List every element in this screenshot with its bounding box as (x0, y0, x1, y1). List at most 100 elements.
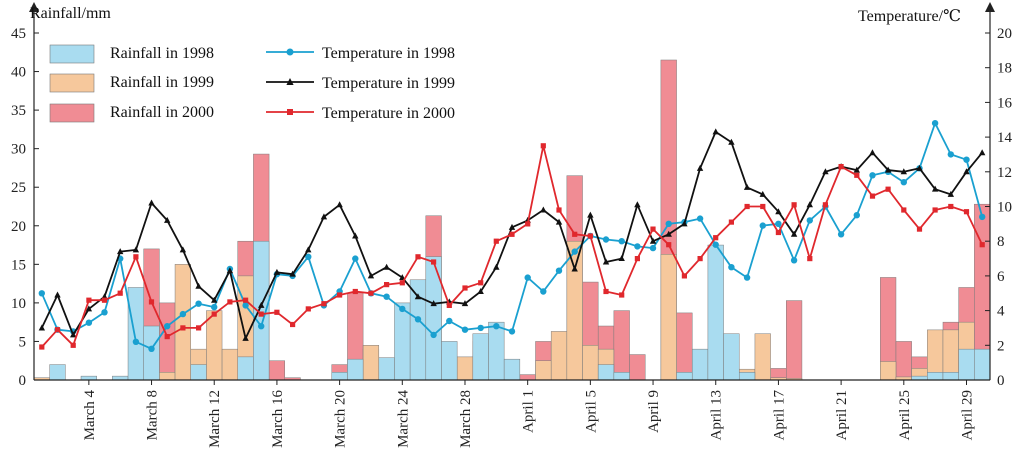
bar-rain-1998-day-20 (331, 372, 348, 381)
bar-rain-1999-day-33 (535, 360, 552, 381)
point-temp-2000-day-36 (587, 233, 593, 239)
left-tick-label-30: 30 (11, 142, 26, 158)
bar-rain-1998-day-8 (143, 325, 160, 381)
point-temp-1998-day-48 (775, 220, 782, 227)
point-temp-2000-day-40 (650, 226, 656, 232)
legend-label-rainfall-2000: Rainfall in 2000 (110, 104, 214, 121)
left-tick-label-45: 45 (11, 26, 26, 42)
point-temp-1999-day-33 (540, 206, 547, 213)
point-temp-2000-day-13 (227, 299, 233, 305)
bar-rain-1999-day-41 (660, 254, 677, 381)
bar-rain-1998-day-14 (237, 356, 254, 381)
legend-label-temperature-1998: Temperature in 1998 (322, 45, 455, 62)
bar-rain-1998-day-44 (707, 244, 724, 381)
legend-label-rainfall-1999: Rainfall in 1999 (110, 74, 214, 91)
x-tick-label-april-13: April 13 (709, 390, 725, 440)
point-temp-2000-day-1 (39, 344, 45, 350)
bar-rain-2000-day-56 (895, 341, 912, 381)
point-temp-1998-day-52 (837, 231, 845, 238)
x-tick-label-march-24: March 24 (395, 390, 411, 448)
point-temp-1998-day-30 (493, 323, 500, 330)
left-tick-label-40: 40 (11, 65, 26, 81)
point-temp-1999-day-20 (336, 201, 343, 208)
point-temp-1998-day-24 (399, 305, 406, 313)
bar-rain-1998-day-45 (723, 333, 740, 381)
bar-rain-1998-day-60 (958, 348, 975, 381)
point-temp-2000-day-34 (556, 207, 562, 213)
point-temp-1999-day-16 (273, 268, 281, 275)
temperature-lines-group (38, 120, 986, 352)
bar-rain-1998-day-61 (974, 348, 991, 381)
point-temp-2000-day-56 (901, 207, 907, 213)
legend-marker-temp-2000 (287, 109, 293, 115)
bar-rain-1998-day-29 (472, 333, 489, 381)
legend-swatch-rain-2000 (49, 103, 95, 123)
x-tick-label-march-8: March 8 (145, 390, 161, 440)
point-temp-1998-day-14 (242, 302, 249, 309)
point-temp-1999-day-1 (38, 324, 46, 331)
bar-rain-1999-day-36 (582, 345, 599, 381)
point-temp-1999-day-53 (853, 166, 860, 173)
legend: Rainfall in 1998 Rainfall in 1999 Rainfa… (49, 44, 455, 123)
left-axis-arrow (29, 2, 39, 12)
point-temp-2000-day-44 (713, 235, 719, 241)
point-temp-1998-day-18 (305, 253, 312, 260)
x-tick-label-april-21: April 21 (834, 390, 850, 440)
bar-rain-1999-day-28 (456, 356, 474, 381)
x-tick-label-april-1: April 1 (521, 390, 537, 433)
point-temp-2000-day-27 (446, 302, 452, 308)
x-tick-label-april-9: April 9 (646, 390, 662, 433)
point-temp-1999-day-12 (211, 296, 218, 303)
left-axis-title: Rainfall/mm (30, 5, 111, 22)
point-temp-1998-day-5 (101, 309, 108, 316)
left-tick-label-15: 15 (11, 257, 26, 273)
point-temp-1998-day-39 (634, 243, 641, 250)
right-tick-label-20: 20 (997, 26, 1012, 42)
point-temp-1999-day-30 (493, 263, 500, 270)
point-temp-1999-day-50 (806, 201, 813, 208)
point-temp-1998-day-1 (38, 290, 45, 297)
point-temp-1998-day-10 (179, 310, 187, 318)
point-temp-2000-day-18 (305, 306, 311, 312)
point-temp-2000-day-32 (525, 221, 531, 227)
legend-marker-temp-1999 (286, 78, 294, 85)
point-temp-2000-day-48 (775, 229, 781, 236)
point-temp-1999-day-55 (884, 166, 892, 173)
point-temp-1998-day-15 (258, 323, 265, 330)
point-temp-2000-day-54 (869, 193, 876, 199)
point-temp-2000-day-21 (352, 288, 358, 295)
point-temp-1999-day-14 (242, 334, 249, 341)
x-tick-label-april-25: April 25 (897, 390, 913, 440)
point-temp-2000-day-3 (70, 342, 76, 348)
bar-rain-1998-day-38 (613, 372, 630, 381)
point-temp-1999-day-37 (602, 258, 610, 265)
point-temp-1998-day-38 (618, 238, 625, 245)
point-temp-1998-day-31 (508, 328, 516, 335)
bar-rain-1999-day-9 (159, 372, 176, 381)
point-temp-1999-day-42 (681, 220, 688, 227)
bar-rain-1999-day-12 (206, 310, 223, 381)
point-temp-2000-day-20 (337, 292, 343, 298)
point-temp-1998-day-44 (712, 241, 719, 248)
point-temp-2000-day-51 (822, 202, 828, 208)
rainfall-bars-group (33, 59, 991, 381)
point-temp-1999-day-11 (195, 282, 202, 289)
point-temp-1999-day-21 (352, 232, 359, 239)
bar-rain-1999-day-34 (550, 331, 568, 381)
point-temp-1998-day-60 (963, 156, 970, 163)
bar-rain-2000-day-16 (268, 360, 285, 381)
point-temp-2000-day-57 (916, 226, 923, 232)
point-temp-1999-day-19 (320, 213, 328, 220)
point-temp-1999-day-6 (116, 248, 124, 255)
point-temp-1999-day-8 (148, 199, 155, 206)
point-temp-2000-day-60 (963, 209, 970, 215)
left-tick-label-25: 25 (11, 180, 26, 196)
point-temp-2000-day-6 (117, 290, 123, 296)
right-tick-label-6: 6 (997, 269, 1005, 285)
point-temp-2000-day-16 (274, 309, 280, 315)
point-temp-2000-day-22 (368, 290, 374, 296)
bar-rain-2000-day-38 (613, 310, 630, 381)
point-temp-2000-day-9 (164, 334, 170, 340)
bar-rain-1998-day-46 (739, 372, 756, 381)
